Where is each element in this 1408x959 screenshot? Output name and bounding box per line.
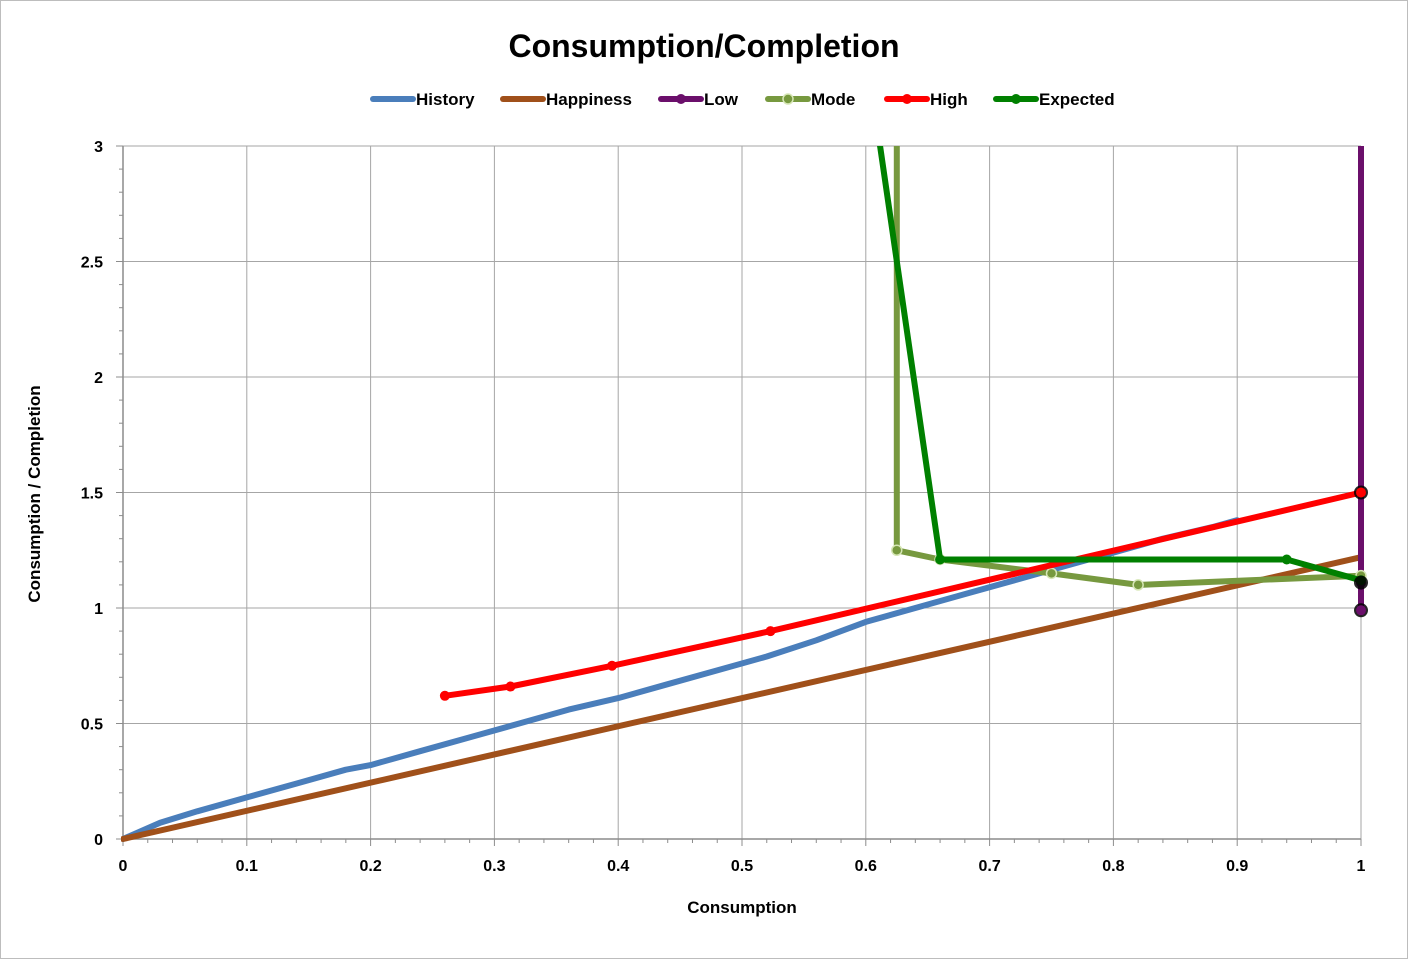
chart-title: Consumption/Completion: [508, 28, 900, 64]
series-line-high: [441, 489, 1364, 699]
legend-item-mode: Mode: [765, 88, 855, 112]
series-line-expected: [877, 146, 1364, 584]
legend-label: Mode: [811, 90, 856, 109]
data-point-low: [1356, 605, 1366, 616]
x-tick-label: 0.4: [607, 858, 629, 875]
x-tick-label: 0.7: [978, 858, 1000, 875]
legend-swatch: [370, 96, 416, 102]
legend-item-low: Low: [658, 88, 738, 112]
gridlines: [122, 145, 1362, 840]
x-tick-label: 0.2: [359, 858, 381, 875]
y-tick-label: 1: [94, 601, 103, 618]
y-tick-label: 2: [94, 370, 103, 387]
data-point-high: [505, 681, 516, 692]
series-line-happiness: [121, 554, 1364, 842]
legend-swatch: [658, 94, 704, 104]
x-tick-label: 0.6: [855, 858, 877, 875]
x-tick-label: 1: [1357, 858, 1366, 875]
y-tick-label: 3: [94, 139, 103, 156]
series-group: [121, 146, 1367, 842]
y-tick-label: 1.5: [81, 486, 103, 503]
x-tick-label: 0.5: [731, 858, 753, 875]
data-point-high: [607, 660, 618, 671]
data-point-expected: [935, 554, 946, 565]
data-point-mode: [891, 544, 903, 556]
legend-label: High: [930, 90, 968, 109]
data-point-expected: [1281, 554, 1292, 565]
legend-swatch: [993, 94, 1039, 104]
legend-swatch: [500, 96, 546, 102]
legend-label: Low: [704, 90, 738, 109]
legend-swatch: [884, 94, 930, 104]
data-point-mode: [1045, 567, 1058, 580]
axis-ticks: [116, 145, 1362, 846]
x-tick-label: 0: [119, 858, 128, 875]
x-tick-label: 0.1: [236, 858, 258, 875]
legend-label: Happiness: [546, 90, 632, 109]
series-line-history: [121, 517, 1241, 842]
data-point-mode: [1132, 579, 1144, 591]
data-point-high: [439, 690, 450, 701]
y-tick-label: 0: [94, 832, 103, 849]
legend-swatch: [765, 93, 811, 105]
legend-label: Expected: [1039, 90, 1115, 109]
legend: History Happiness Low Mode High Expected: [0, 88, 1408, 112]
y-tick-label: 0.5: [81, 717, 103, 734]
y-axis-label: Consumption / Completion: [25, 385, 44, 603]
y-tick-label: 2.5: [81, 255, 103, 272]
x-tick-label: 0.3: [483, 858, 505, 875]
series-line-mode: [893, 146, 1364, 588]
data-point-high: [765, 626, 776, 637]
legend-item-high: High: [884, 88, 968, 112]
legend-item-history: History: [370, 88, 475, 112]
data-point-high: [1356, 487, 1366, 498]
x-tick-label: 0.8: [1102, 858, 1124, 875]
legend-label: History: [416, 90, 475, 109]
legend-item-expected: Expected: [993, 88, 1115, 112]
x-tick-label: 0.9: [1226, 858, 1248, 875]
legend-item-happiness: Happiness: [500, 88, 632, 112]
x-axis-label: Consumption: [687, 898, 797, 917]
endpoint-marker: [1354, 575, 1368, 590]
